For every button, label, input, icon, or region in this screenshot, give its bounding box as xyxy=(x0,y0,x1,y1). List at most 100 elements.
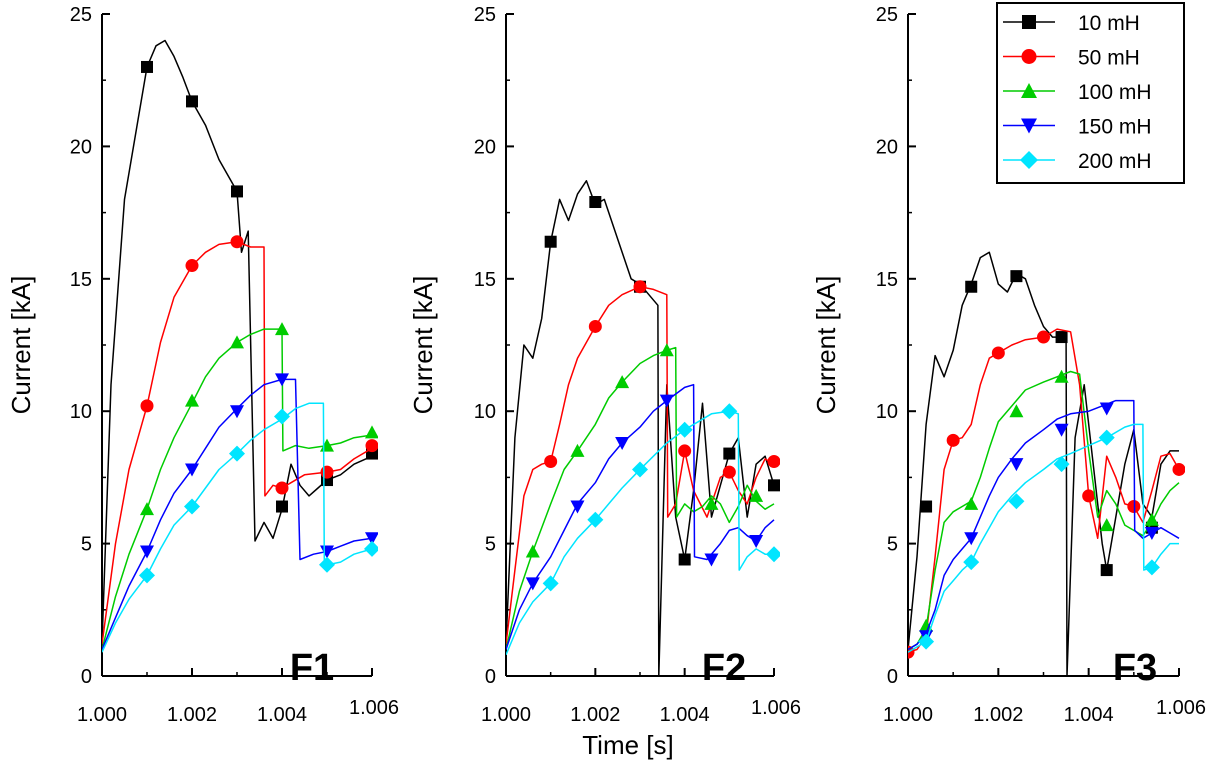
series-line xyxy=(908,251,1179,677)
data-point-marker xyxy=(544,235,557,248)
x-tick-label: 1.002 xyxy=(570,704,620,726)
data-point-marker xyxy=(676,421,693,438)
data-point-marker xyxy=(275,481,289,495)
data-point-marker xyxy=(749,534,764,548)
data-point-marker xyxy=(184,498,200,515)
data-point-marker xyxy=(1008,493,1025,510)
x-axis-title: Time [s] xyxy=(582,730,673,760)
data-point-marker xyxy=(544,455,558,469)
panel-label: F1 xyxy=(290,647,334,689)
data-point-marker xyxy=(230,235,244,249)
panel-data xyxy=(908,251,1185,677)
data-point-marker xyxy=(1054,423,1069,437)
panel-data xyxy=(102,39,378,653)
series-line xyxy=(506,180,775,677)
data-point-marker xyxy=(1098,429,1115,446)
data-point-marker xyxy=(319,556,335,573)
panel-label: F3 xyxy=(1113,647,1157,689)
y-tick-label: 25 xyxy=(474,4,496,26)
data-point-marker xyxy=(570,500,585,514)
y-tick-label: 5 xyxy=(485,534,496,556)
y-tick-label: 0 xyxy=(81,666,92,688)
series-200-mh xyxy=(506,403,780,656)
panel-3: 0 5 10 15 20 25 1.000 1.002 1.004 1.006 F3 xyxy=(876,4,1206,726)
data-point-marker xyxy=(678,553,691,566)
data-point-marker xyxy=(919,618,934,632)
data-point-marker xyxy=(320,465,334,479)
data-point-marker xyxy=(365,439,378,453)
y-axis-title-panel-1: Current [kA] xyxy=(6,276,36,415)
data-point-marker xyxy=(722,465,736,479)
series-line xyxy=(102,328,373,650)
data-point-marker xyxy=(721,403,738,420)
y-tick-label: 10 xyxy=(70,401,92,423)
legend-label: 50 mH xyxy=(1078,47,1140,70)
data-point-marker xyxy=(1009,404,1024,418)
data-point-marker xyxy=(678,444,692,458)
y-tick-label: 25 xyxy=(876,4,898,26)
y-tick-label: 15 xyxy=(876,269,898,291)
legend-entry: 10 mH xyxy=(1003,12,1140,35)
data-point-marker xyxy=(766,546,780,563)
data-point-marker xyxy=(140,545,154,559)
data-point-marker xyxy=(615,375,630,389)
data-point-marker xyxy=(659,343,674,357)
data-point-marker xyxy=(704,553,719,567)
data-point-marker xyxy=(365,425,378,439)
data-point-marker xyxy=(570,443,585,457)
data-point-marker xyxy=(364,540,378,557)
x-tick-label: 1.002 xyxy=(973,704,1023,726)
data-point-marker xyxy=(964,532,979,546)
series-line xyxy=(102,39,373,645)
x-tick-label: 1.000 xyxy=(481,704,531,726)
data-point-marker xyxy=(964,496,979,510)
data-point-marker xyxy=(1054,369,1069,383)
data-point-marker xyxy=(186,95,198,108)
data-point-marker xyxy=(767,455,780,469)
legend-entry: 50 mH xyxy=(1003,47,1140,70)
data-point-marker xyxy=(1053,456,1070,473)
series-200-mh xyxy=(908,423,1179,653)
series-10-mh xyxy=(908,251,1179,677)
data-point-marker xyxy=(1172,462,1185,476)
data-point-marker xyxy=(946,433,960,447)
data-point-marker xyxy=(918,633,935,650)
data-point-marker xyxy=(963,554,980,571)
x-tick-label: 1.000 xyxy=(77,704,127,726)
data-point-marker xyxy=(525,577,540,591)
data-point-marker xyxy=(1144,527,1159,541)
x-tick-label: 1.004 xyxy=(1064,704,1114,726)
data-point-marker xyxy=(615,436,630,450)
data-point-marker xyxy=(1082,489,1096,503)
legend-marker xyxy=(1021,49,1037,64)
y-axis-title-panel-2: Current [kA] xyxy=(408,276,438,415)
y-tick-label: 20 xyxy=(474,136,496,158)
data-point-marker xyxy=(632,461,648,478)
series-line xyxy=(102,402,373,653)
panel-1: 0 5 10 15 20 25 1.000 1.002 1.004 1.006 F1 xyxy=(70,4,399,726)
series-200-mh xyxy=(102,402,378,653)
legend-label: 150 mH xyxy=(1078,116,1152,139)
series-line xyxy=(908,328,1180,653)
data-point-marker xyxy=(229,445,245,462)
legend-label: 100 mH xyxy=(1078,81,1152,104)
data-point-marker xyxy=(920,500,933,513)
data-point-marker xyxy=(275,322,289,336)
panel-data xyxy=(506,180,780,677)
legend-marker xyxy=(1021,118,1037,134)
series-50-mh xyxy=(506,280,780,645)
series-line xyxy=(506,346,775,650)
y-tick-label: 5 xyxy=(81,534,92,556)
x-tick-label: 1.000 xyxy=(883,704,933,726)
y-tick-label: 25 xyxy=(70,4,92,26)
data-point-marker xyxy=(1099,518,1114,532)
series-100-mh xyxy=(506,343,775,650)
series-line xyxy=(102,240,373,645)
data-point-marker xyxy=(365,532,378,546)
data-point-marker xyxy=(274,408,290,425)
data-point-marker xyxy=(1099,402,1114,416)
data-point-marker xyxy=(185,393,199,407)
series-line xyxy=(908,399,1180,651)
x-tick-label: 1.006 xyxy=(349,697,399,719)
